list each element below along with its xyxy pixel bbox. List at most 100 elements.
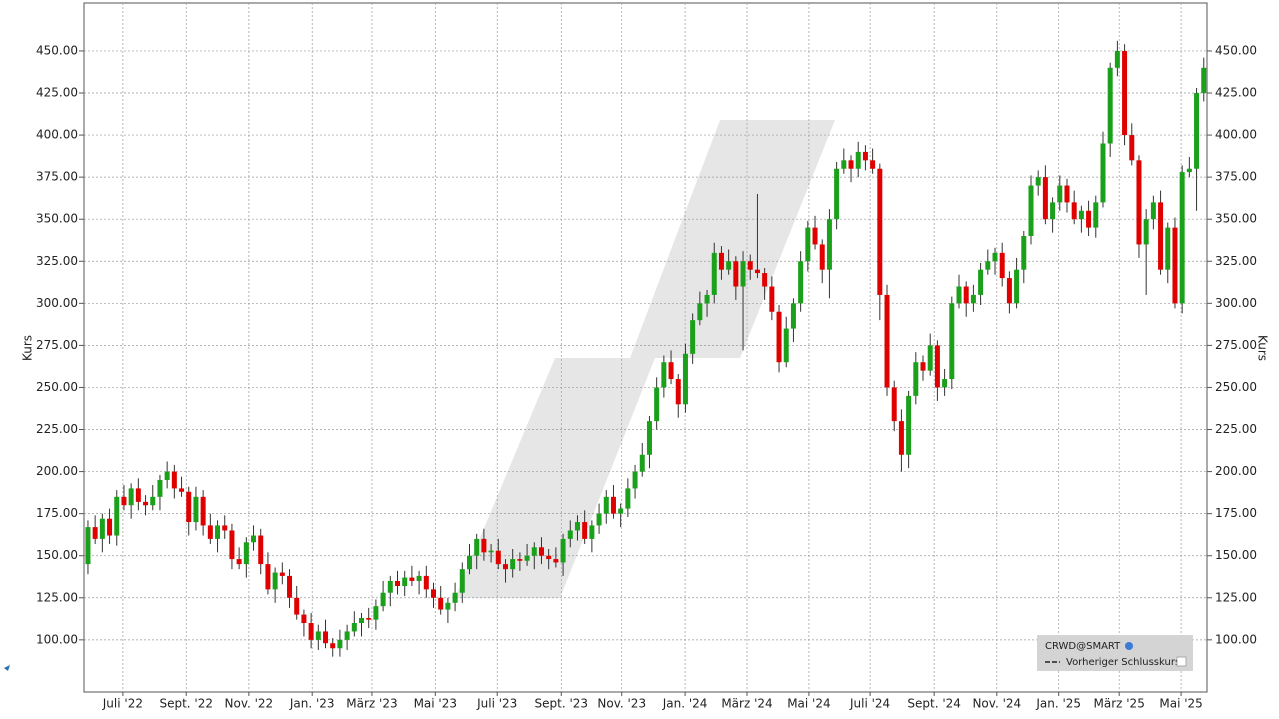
candle-body: [186, 491, 192, 523]
candle-body: [344, 631, 350, 640]
candle-body: [502, 564, 508, 570]
y2-tick-label: 325.00: [1215, 254, 1257, 268]
candle-body: [531, 547, 537, 556]
candle-body: [862, 151, 868, 161]
candle-body: [740, 261, 746, 287]
candle-body: [121, 496, 127, 506]
candle-body: [870, 160, 876, 169]
candle-body: [610, 496, 616, 514]
candle-body: [1100, 143, 1106, 203]
candle-body: [567, 530, 573, 539]
legend-entry: Vorheriger Schlusskurs: [1066, 657, 1180, 668]
candle-body: [315, 631, 321, 640]
y-tick-label: 250.00: [36, 380, 78, 394]
y2-tick-label: 375.00: [1215, 170, 1257, 184]
candle-body: [1143, 219, 1149, 245]
x-tick-label: Jan. '25: [1035, 697, 1081, 711]
candle-body: [366, 617, 372, 620]
candle-body: [1035, 177, 1041, 186]
candle-body: [193, 496, 199, 523]
candle-body: [258, 535, 264, 565]
corner-icon[interactable]: [4, 665, 10, 671]
candle-body: [697, 303, 703, 321]
candle-body: [150, 496, 156, 506]
candle-body: [1050, 202, 1056, 220]
candle-body: [747, 261, 753, 270]
candle-body: [222, 525, 228, 531]
y-tick-label: 175.00: [36, 506, 78, 520]
candle-body: [179, 488, 185, 492]
y2-tick-label: 400.00: [1215, 128, 1257, 142]
y2-tick-label: 425.00: [1215, 86, 1257, 100]
x-tick-label: Juli '22: [102, 697, 143, 711]
candle-body: [898, 421, 904, 455]
candle-body: [488, 550, 494, 553]
candle-body: [819, 244, 825, 270]
candle-body: [409, 577, 415, 581]
candle-body: [654, 387, 660, 422]
candle-body: [495, 550, 501, 565]
candle-body: [546, 555, 552, 560]
candle-body: [934, 345, 940, 388]
y-tick-label: 400.00: [36, 128, 78, 142]
candle-body: [920, 362, 926, 371]
candle-body: [639, 454, 645, 472]
candle-body: [229, 530, 235, 560]
candle-body: [373, 606, 379, 620]
candle-body: [351, 623, 357, 632]
candle-body: [308, 623, 314, 640]
candle-body: [1186, 168, 1192, 173]
candle-body: [632, 471, 638, 489]
candle-body: [877, 168, 883, 295]
y-tick-label: 375.00: [36, 170, 78, 184]
candle-body: [999, 252, 1005, 279]
y2-tick-label: 225.00: [1215, 422, 1257, 436]
candle-body: [243, 542, 249, 565]
x-tick-label: Juli '24: [849, 697, 890, 711]
candle-body: [798, 261, 804, 304]
candle-body: [92, 527, 98, 539]
candle-body: [330, 643, 336, 649]
candle-body: [251, 535, 257, 543]
candle-body: [1194, 93, 1200, 169]
candle-body: [438, 597, 444, 610]
candle-body: [762, 273, 768, 287]
candle-body: [1057, 185, 1063, 203]
candle-body: [1165, 227, 1171, 270]
candle-body: [618, 508, 624, 514]
candle-body: [510, 559, 516, 570]
candle-body: [1122, 50, 1128, 136]
candle-body: [726, 261, 732, 270]
candle-body: [1201, 67, 1207, 94]
y2-tick-label: 100.00: [1215, 632, 1257, 646]
candle-body: [272, 572, 278, 590]
candle-body: [805, 227, 811, 262]
candle-body: [942, 379, 948, 388]
candle-body: [625, 488, 631, 509]
candle-body: [826, 219, 832, 270]
candle-body: [524, 555, 530, 561]
candle-body: [812, 227, 818, 245]
candle-body: [1021, 236, 1027, 270]
candle-body: [128, 488, 134, 506]
candle-body: [359, 617, 365, 624]
candle-body: [704, 294, 710, 304]
candle-body: [200, 496, 206, 526]
candle-body: [1172, 227, 1178, 304]
y2-tick-label: 150.00: [1215, 548, 1257, 562]
legend: [1037, 635, 1193, 671]
y2-tick-label: 350.00: [1215, 212, 1257, 226]
candle-body: [992, 252, 998, 262]
y-tick-label: 275.00: [36, 338, 78, 352]
candle-body: [661, 362, 667, 388]
legend-checkbox[interactable]: [1176, 656, 1187, 667]
x-tick-label: Nov. '23: [597, 697, 646, 711]
y2-tick-label: 300.00: [1215, 296, 1257, 310]
candle-body: [135, 488, 141, 502]
candle-body: [1158, 202, 1164, 270]
candle-body: [1093, 202, 1099, 228]
candle-body: [1064, 185, 1070, 203]
candle-body: [171, 471, 177, 489]
x-tick-label: März '23: [346, 697, 397, 711]
legend-icon[interactable]: [1125, 642, 1133, 650]
